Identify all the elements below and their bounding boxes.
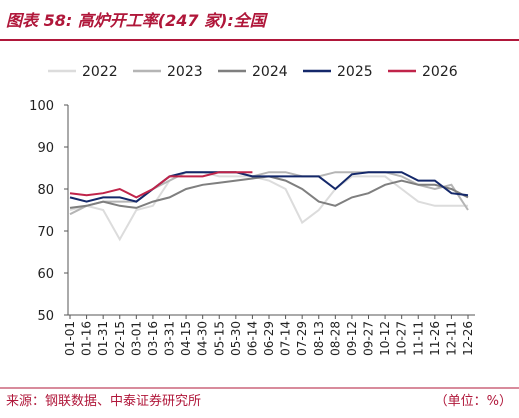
x-tick-label: 01-16 — [80, 321, 94, 356]
x-tick-label: 12-26 — [461, 321, 475, 356]
legend-label: 2022 — [82, 64, 118, 80]
series-line — [69, 171, 469, 203]
x-tick-label: 03-31 — [163, 321, 177, 356]
chart-title: 图表 58: 高炉开工率(247 家):全国 — [6, 11, 269, 30]
series-line — [69, 171, 468, 242]
y-tick-label: 70 — [37, 225, 54, 240]
y-tick-label: 80 — [37, 183, 54, 198]
x-tick-label: 09-27 — [362, 321, 376, 356]
x-tick-label: 04-30 — [196, 321, 210, 356]
x-tick-label: 06-29 — [262, 321, 276, 356]
y-tick-label: 90 — [37, 141, 54, 156]
x-tick-label: 07-29 — [295, 321, 309, 356]
source: 来源：钢联数据、中泰证券研究所 — [6, 393, 201, 409]
x-tick-label: 03-01 — [129, 321, 143, 356]
x-tick-label: 11-11 — [411, 321, 425, 356]
x-tick-label: 11-26 — [428, 321, 442, 356]
legend-label: 2025 — [337, 64, 373, 80]
legend-label: 2024 — [252, 64, 288, 80]
x-tick-label: 05-30 — [229, 321, 243, 356]
y-tick-label: 100 — [29, 99, 54, 114]
x-tick-label: 05-15 — [212, 321, 226, 356]
x-tick-label: 09-12 — [345, 321, 359, 356]
x-tick-label: 01-31 — [96, 321, 110, 356]
x-tick-label: 03-16 — [146, 321, 160, 356]
legend-label: 2023 — [167, 64, 203, 80]
legend-label: 2026 — [422, 64, 458, 80]
x-tick-label: 04-15 — [179, 321, 193, 356]
x-tick-label: 01-01 — [63, 321, 77, 356]
x-tick-label: 02-15 — [113, 321, 127, 356]
x-tick-label: 07-14 — [279, 321, 293, 356]
x-tick-label: 06-14 — [245, 321, 259, 356]
y-tick-label: 50 — [37, 309, 54, 324]
x-tick-label: 10-27 — [395, 321, 409, 356]
x-tick-label: 08-13 — [312, 321, 326, 356]
series-line — [69, 171, 253, 199]
x-tick-label: 08-28 — [328, 321, 342, 356]
y-tick-label: 60 — [37, 267, 54, 282]
x-tick-label: 10-12 — [378, 321, 392, 356]
unit: （单位：%） — [435, 394, 512, 409]
x-tick-label: 12-11 — [444, 321, 458, 356]
